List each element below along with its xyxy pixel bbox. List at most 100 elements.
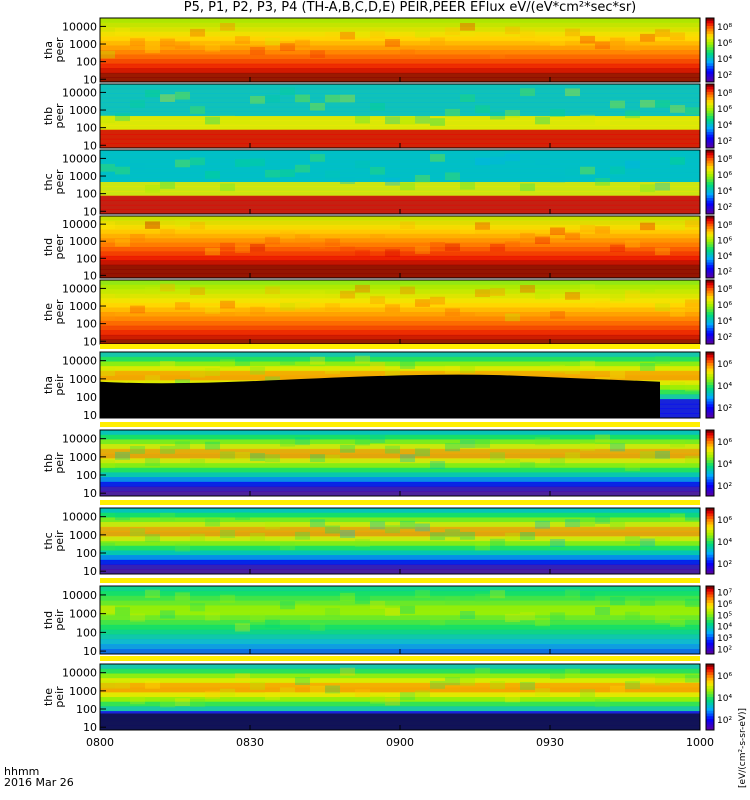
- heatmap-texture-0-7: [205, 43, 220, 52]
- heatmap-texture-6-16: [340, 444, 355, 453]
- heatmap-band-3-9: [100, 255, 700, 261]
- colorbar-frame-1: [705, 83, 715, 149]
- heatmap-texture-1-8: [220, 115, 235, 124]
- colorbar-segment-0-4: [706, 28, 714, 32]
- panel-ylabel-line: peir: [53, 609, 66, 631]
- colorbar-segment-0-0: [706, 18, 714, 22]
- heatmap-texture-0-36: [640, 33, 655, 42]
- heatmap-texture-5-39: [685, 383, 700, 392]
- heatmap-texture-7-32: [580, 518, 595, 527]
- colorbar-segment-5-23: [706, 415, 714, 419]
- colorbar-segment-2-9: [706, 174, 714, 178]
- heatmap-texture-9-13: [295, 677, 310, 686]
- heatmap-band-2-4: [100, 168, 700, 174]
- heatmap-texture-5-34: [610, 370, 625, 379]
- panel-ylabel-line: thb: [42, 454, 55, 472]
- colorbar-segment-8-11: [706, 617, 714, 621]
- heatmap-texture-0-13: [295, 39, 310, 48]
- heatmap-texture-7-1: [115, 512, 130, 521]
- heatmap-band-6-12: [100, 486, 700, 492]
- heatmap-texture-9-21: [415, 690, 430, 699]
- colorbar-segment-0-14: [706, 55, 714, 59]
- panel-ylabel-line: the: [42, 688, 55, 706]
- panel-ylabel-line: the: [42, 303, 55, 321]
- heatmap-texture-1-5: [175, 91, 190, 100]
- heatmap-texture-7-19: [385, 525, 400, 534]
- colorbar-segment-3-5: [706, 228, 714, 232]
- heatmap-texture-8-24: [460, 611, 475, 620]
- colorbar-segment-3-22: [706, 272, 714, 276]
- heatmap-texture-1-11: [265, 95, 280, 103]
- heatmap-texture-6-30: [550, 457, 565, 466]
- colorbar-segment-5-8: [706, 374, 714, 378]
- colorbar-segment-3-6: [706, 231, 714, 235]
- colorbar-segment-6-22: [706, 490, 714, 494]
- heatmap-texture-6-1: [115, 451, 130, 460]
- colorbar-tick-0-3: 10²: [717, 71, 732, 81]
- heatmap-texture-4-38: [670, 309, 685, 317]
- heatmap-texture-7-10: [250, 532, 265, 541]
- colorbar-segment-3-10: [706, 241, 714, 245]
- colorbar-segment-8-17: [706, 634, 714, 638]
- heatmap-texture-6-26: [490, 452, 505, 461]
- heatmap-texture-7-12: [280, 542, 295, 551]
- heatmap-band-6-10: [100, 477, 700, 483]
- heatmap-texture-6-3: [145, 458, 160, 467]
- panel-ylabel-line: peer: [53, 103, 66, 129]
- colorbar-segment-6-3: [706, 438, 714, 442]
- heatmap-texture-0-23: [445, 27, 460, 36]
- panel-ylabel-1: thbpeer: [42, 103, 66, 129]
- colorbar-segment-2-16: [706, 192, 714, 196]
- heatmap-texture-8-16: [340, 592, 355, 602]
- heatmap-band-6-9: [100, 472, 700, 478]
- heatmap-texture-4-21: [415, 299, 430, 307]
- heatmap-texture-9-35: [625, 681, 640, 690]
- heatmap-texture-6-8: [220, 451, 235, 460]
- heatmap-band-2-9: [100, 191, 700, 197]
- heatmap-texture-7-24: [460, 531, 475, 540]
- heatmap-texture-2-36: [640, 184, 655, 193]
- heatmap-band-2-5: [100, 172, 700, 178]
- colorbar-segment-1-16: [706, 126, 714, 130]
- heatmap-band-9-3: [100, 678, 700, 684]
- colorbar-segment-3-7: [706, 234, 714, 238]
- heatmap-texture-6-22: [430, 461, 445, 469]
- heatmap-texture-4-29: [535, 291, 550, 300]
- colorbar-segment-7-19: [706, 560, 714, 564]
- heatmap-texture-4-37: [655, 303, 670, 312]
- xaxis-label-3: 0930: [536, 736, 564, 749]
- colorbar-segment-3-16: [706, 257, 714, 261]
- colorbar-segment-0-2: [706, 23, 714, 27]
- panel-ylabel-line: peer: [53, 169, 66, 195]
- colorbar-segment-1-13: [706, 118, 714, 122]
- colorbar-segment-1-20: [706, 137, 714, 141]
- heatmap-texture-0-2: [130, 38, 145, 46]
- heatmap-band-4-10: [100, 325, 700, 331]
- ytick-label-9-1: 1000: [69, 685, 97, 698]
- heatmap-band-7-11: [100, 559, 700, 566]
- heatmap-band-3-11: [100, 264, 700, 270]
- heatmap-texture-0-6: [190, 28, 205, 37]
- heatmap-texture-4-10: [250, 306, 265, 315]
- heatmap-texture-8-26: [490, 590, 505, 599]
- heatmap-texture-3-12: [280, 231, 295, 240]
- heatmap-texture-6-35: [625, 462, 640, 471]
- heatmap-band-0-7: [100, 50, 700, 56]
- colorbar-segment-1-23: [706, 145, 714, 149]
- heatmap-texture-5-24: [460, 365, 475, 374]
- colorbar-segment-8-15: [706, 628, 714, 632]
- colorbar-segment-6-15: [706, 471, 714, 475]
- heatmap-texture-3-22: [430, 241, 445, 250]
- heatmap-texture-9-20: [400, 692, 415, 701]
- heatmap-texture-0-29: [535, 34, 550, 43]
- colorbar-segment-4-9: [706, 304, 714, 308]
- heatmap-texture-9-37: [655, 677, 670, 686]
- colorbar-segment-2-18: [706, 198, 714, 202]
- colorbar-segment-3-2: [706, 221, 714, 225]
- heatmap-texture-3-17: [355, 249, 370, 258]
- heatmap-texture-4-14: [310, 290, 325, 299]
- heatmap-texture-2-32: [580, 166, 595, 175]
- colorbar-tick-2-0: 10⁸: [717, 155, 732, 165]
- colorbar-segment-6-11: [706, 460, 714, 464]
- ytick-label-2-2: 100: [76, 188, 97, 201]
